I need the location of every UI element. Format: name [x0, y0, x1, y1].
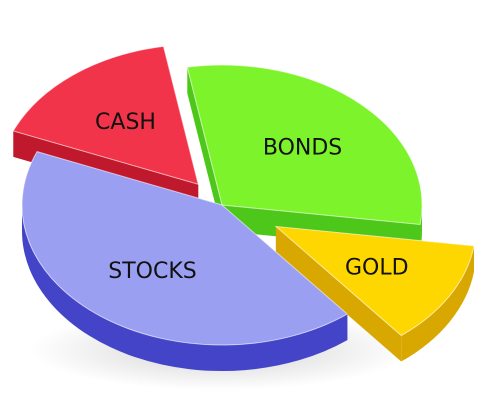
slice-label-stocks: STOCKS — [108, 259, 196, 284]
slice-label-bonds: BONDS — [263, 136, 342, 161]
slice-side-gold — [401, 245, 474, 362]
slice-label-gold: GOLD — [345, 256, 409, 281]
slice-label-cash: CASH — [95, 110, 156, 135]
slice-cash — [12, 45, 199, 185]
pie-labels: BONDS GOLD STOCKS CASH — [95, 110, 409, 284]
slice-wall-bonds-start — [187, 67, 222, 231]
slice-bonds — [186, 64, 423, 226]
slice-side-stocks — [22, 205, 348, 371]
slice-gold — [274, 225, 475, 337]
slice-stocks — [21, 151, 349, 346]
pie-tops — [12, 45, 475, 346]
slice-wall-gold-end — [275, 226, 402, 362]
